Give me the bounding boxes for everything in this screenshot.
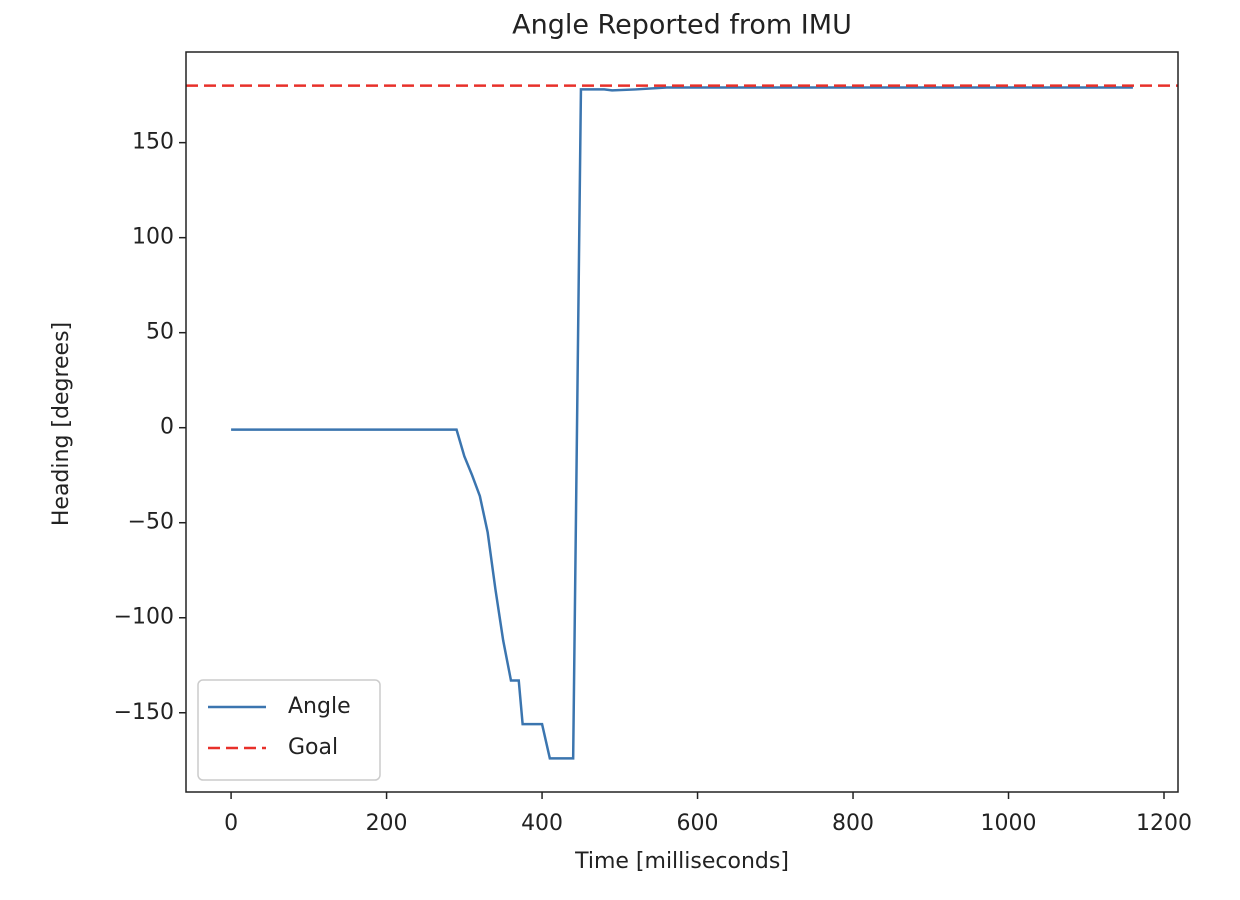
x-tick-label: 200 <box>366 811 408 836</box>
y-tick-label: −100 <box>114 605 174 630</box>
x-axis-label: Time [milliseconds] <box>574 849 789 874</box>
x-tick-label: 400 <box>521 811 563 836</box>
y-tick-label: 0 <box>160 415 174 440</box>
plot-area <box>186 84 1178 760</box>
axes-frame <box>185 51 1179 793</box>
y-tick-label: −150 <box>114 700 174 725</box>
legend-box <box>197 679 381 781</box>
legend-label: Goal <box>288 735 338 760</box>
x-tick-label: 600 <box>677 811 719 836</box>
y-tick-label: −50 <box>128 510 174 535</box>
x-tick-label: 0 <box>224 811 238 836</box>
y-tick-label: 100 <box>132 225 174 250</box>
legend-label: Angle <box>288 694 351 719</box>
chart-title: Angle Reported from IMU <box>512 10 852 41</box>
x-tick-label: 800 <box>832 811 874 836</box>
y-tick-label: 50 <box>146 320 174 345</box>
y-axis-label: Heading [degrees] <box>49 322 74 526</box>
x-tick-label: 1200 <box>1136 811 1192 836</box>
x-tick-label: 1000 <box>981 811 1037 836</box>
data-line <box>231 86 1133 760</box>
y-tick-label: 150 <box>132 130 174 155</box>
